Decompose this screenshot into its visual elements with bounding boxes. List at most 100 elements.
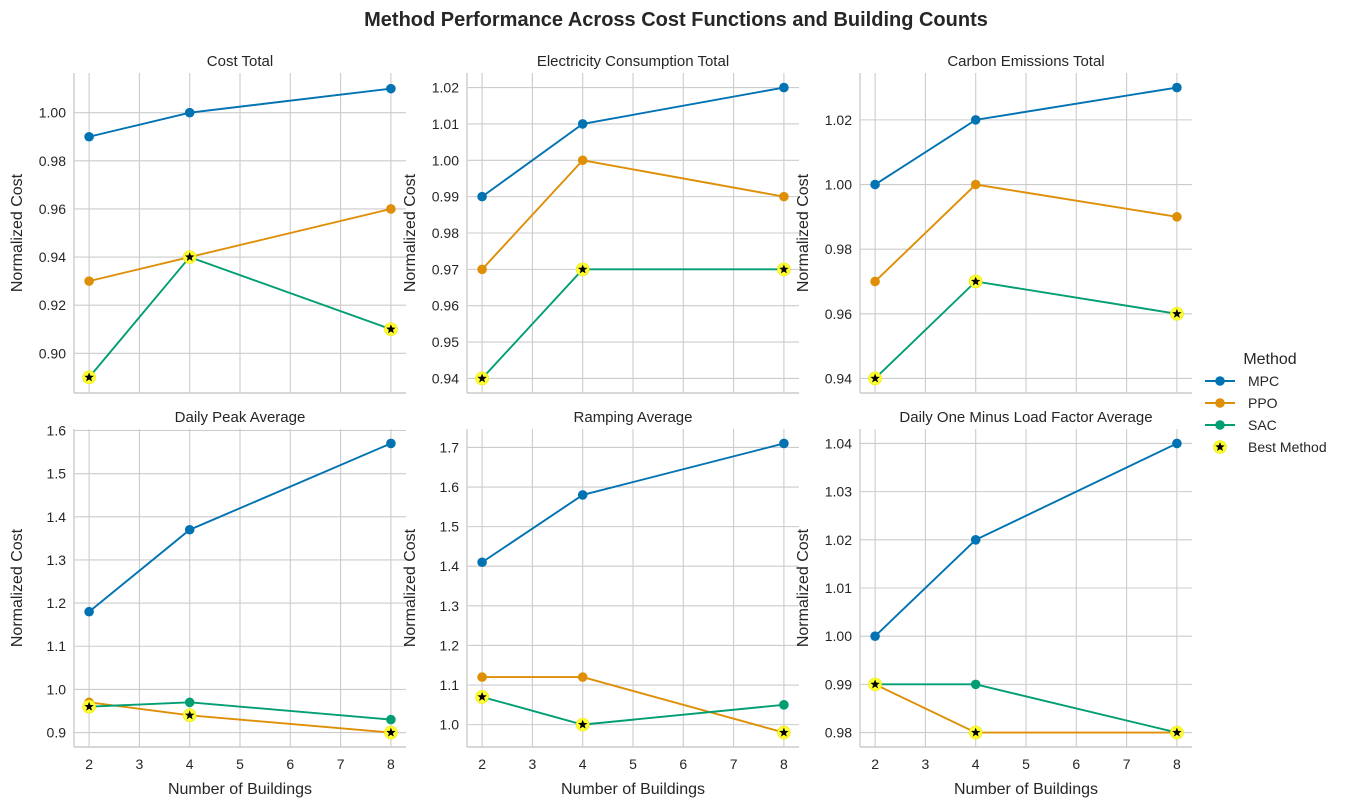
x-tick-label: 6 [1072, 756, 1080, 772]
best-method-star-icon [577, 264, 588, 274]
x-tick-label: 3 [921, 756, 929, 772]
y-axis-label: Normalized Cost [9, 528, 26, 647]
panel-title: Cost Total [207, 53, 273, 70]
best-method-star-icon [1172, 308, 1182, 318]
point-ppo [1172, 212, 1182, 222]
panel-1: 0.90 0.92 0.94 0.96 0.98 1.00 Cost Total Normal… [9, 53, 406, 394]
y-tick-label: 0.90 [39, 345, 66, 361]
y-tick-label: 1.2 [47, 595, 67, 611]
best-method-star-icon [779, 727, 789, 737]
point-sac [184, 697, 195, 708]
y-tick-label: 1.4 [440, 558, 460, 574]
y-tick-label: 1.00 [825, 628, 852, 644]
y-tick-label: 1.5 [440, 519, 460, 535]
legend-item-mpc: MPC [1205, 373, 1279, 389]
point-ppo [577, 155, 588, 166]
x-tick-label: 8 [387, 756, 395, 772]
point-mpc [970, 115, 981, 125]
y-tick-label: 1.01 [825, 580, 852, 596]
point-mpc [870, 179, 880, 190]
point-mpc [184, 524, 195, 535]
y-tick-label: 0.99 [825, 676, 852, 692]
point-ppo [84, 276, 94, 286]
best-method-star-icon [970, 276, 981, 286]
point-mpc [1172, 82, 1182, 93]
point-mpc [779, 438, 789, 449]
panel-title: Daily Peak Average [175, 409, 306, 426]
y-tick-label: 1.00 [39, 105, 66, 121]
y-tick-label: 1.7 [440, 439, 460, 455]
point-sac [386, 714, 396, 725]
best-method-star-icon [477, 373, 487, 383]
y-tick-label: 1.02 [825, 532, 852, 548]
y-tick-label: 0.98 [825, 241, 852, 257]
legend-label: Best Method [1248, 439, 1327, 455]
y-tick-label: 1.1 [440, 677, 460, 693]
panel-3: 0.94 0.96 0.98 1.00 1.02 Carbon Emissions Tot… [795, 53, 1192, 394]
x-tick-label: 8 [1173, 756, 1181, 772]
y-tick-label: 1.03 [825, 484, 852, 500]
y-axis-label: Normalized Cost [795, 528, 812, 647]
y-tick-label: 0.97 [432, 261, 459, 277]
y-tick-label: 0.98 [825, 725, 852, 741]
point-mpc [577, 119, 588, 129]
y-axis-label: Normalized Cost [795, 173, 812, 292]
best-method-star-icon [386, 324, 396, 334]
point-mpc [577, 490, 588, 500]
point-ppo [779, 191, 789, 202]
point-mpc [84, 131, 94, 142]
panel-6: 0.98 0.99 1.00 1.01 1.02 1.03 1.04 2 3 4 5 6 7 8 Daily… [795, 409, 1192, 798]
figure-title: Method Performance Across Cost Functions… [364, 9, 988, 31]
y-tick-label: 0.96 [432, 298, 459, 314]
x-tick-label: 2 [85, 756, 93, 772]
y-tick-label: 1.00 [825, 177, 852, 193]
legend-item-sac: SAC [1205, 417, 1277, 433]
star-icon [1215, 442, 1225, 452]
legend-label: SAC [1248, 417, 1277, 433]
point-mpc [386, 83, 396, 94]
panel-5: 1.0 1.1 1.2 1.3 1.4 1.5 1.6 1.7 2 3 4 5 6 7 8 Ramping A… [402, 409, 799, 798]
y-tick-label: 0.9 [47, 725, 67, 741]
point-mpc [84, 606, 94, 617]
y-tick-label: 0.94 [432, 370, 459, 386]
x-tick-label: 6 [679, 756, 687, 772]
x-tick-label: 6 [286, 756, 294, 772]
x-tick-label: 4 [186, 756, 194, 772]
panel-4: 0.9 1.0 1.1 1.2 1.3 1.4 1.5 1.6 2 3 4 5 6 7 8 Daily Pea… [9, 409, 406, 798]
panel-title: Electricity Consumption Total [537, 53, 729, 70]
legend-marker [1215, 398, 1225, 408]
point-ppo [970, 179, 981, 190]
legend-item-ppo: PPO [1205, 395, 1278, 411]
point-ppo [870, 276, 880, 287]
best-method-star-icon [477, 691, 487, 701]
y-tick-label: 1.6 [47, 423, 67, 439]
x-tick-label: 7 [1123, 756, 1131, 772]
y-tick-label: 0.94 [39, 249, 66, 265]
x-tick-label: 7 [337, 756, 345, 772]
panel-title: Ramping Average [574, 409, 693, 426]
best-method-star-icon [184, 252, 195, 262]
x-tick-label: 2 [871, 756, 879, 772]
y-tick-label: 1.4 [47, 509, 67, 525]
y-tick-label: 1.0 [440, 717, 460, 733]
best-method-star-icon [84, 372, 94, 382]
y-tick-label: 1.3 [440, 598, 460, 614]
point-ppo [477, 672, 487, 682]
best-method-star-icon [577, 719, 588, 729]
y-tick-label: 1.0 [47, 681, 67, 697]
y-tick-label: 0.96 [825, 306, 852, 322]
y-axis-label: Normalized Cost [9, 173, 26, 292]
x-axis-label: Number of Buildings [954, 781, 1098, 798]
x-tick-label: 8 [780, 756, 788, 772]
y-tick-label: 1.3 [47, 552, 67, 568]
y-axis-label: Normalized Cost [402, 173, 419, 292]
x-tick-label: 4 [972, 756, 980, 772]
point-mpc [184, 107, 195, 118]
x-tick-label: 7 [730, 756, 738, 772]
best-method-star-icon [84, 701, 94, 711]
y-tick-label: 0.92 [39, 297, 66, 313]
y-tick-label: 0.96 [39, 201, 66, 217]
y-tick-label: 1.02 [825, 112, 852, 128]
panel-title: Carbon Emissions Total [947, 53, 1104, 70]
